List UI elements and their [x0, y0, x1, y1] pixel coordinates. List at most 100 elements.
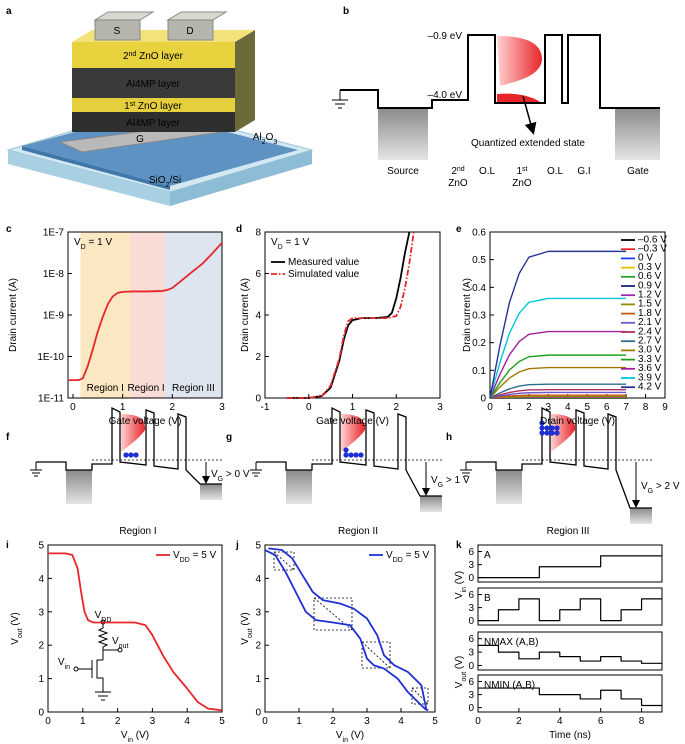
plot-frame: [477, 631, 663, 671]
band-diagram: [332, 34, 660, 160]
x-tick-label: 3: [364, 716, 370, 727]
legend-label: VDD = 5 V: [386, 550, 430, 564]
y-axis-label: Drain current (A): [8, 278, 19, 352]
y-tick-label: 3: [468, 690, 474, 701]
panel-label: b: [343, 6, 349, 17]
legend-label-part: V: [386, 550, 393, 561]
y-axis-label: Vout (V): [240, 612, 254, 645]
series-line: [489, 383, 627, 399]
layer-al4mp-bottom: [72, 112, 235, 132]
dielectric-label-part: O: [266, 132, 274, 143]
x-tick-label: 4: [398, 716, 404, 727]
annotation-arrow: [522, 95, 537, 135]
quantized-state: [341, 414, 366, 452]
bias-label-part: G: [218, 476, 223, 483]
x-tick-label: 3: [437, 402, 443, 413]
panel-label: a: [6, 6, 12, 17]
dielectric-label: Al2O3: [253, 132, 278, 146]
x-tick-label: 2: [115, 716, 121, 727]
legend-label: 3.0 V: [638, 345, 662, 356]
series-line: [489, 394, 627, 399]
y-tick-label: 3: [468, 648, 474, 659]
legend-label-part: DD: [180, 557, 190, 564]
y-tick-label: 0.2: [472, 338, 486, 349]
y-tick-label: 1E-9: [43, 311, 65, 322]
legend-label: 3.6 V: [638, 363, 662, 374]
legend-label: –0.3 V: [638, 243, 667, 254]
panel-label: g: [226, 432, 232, 443]
layer-label: 1st ZnO layer: [124, 101, 182, 113]
region-name: G.I: [577, 166, 590, 177]
annotation: Quantized extended state: [471, 138, 585, 149]
energy-level: –0.9 eV: [428, 31, 463, 42]
region-name-part: 1: [516, 166, 522, 177]
annotation: VD = 1 V: [271, 237, 309, 251]
layer-label-part: st: [130, 101, 136, 108]
y-tick-label: 3: [38, 607, 44, 618]
device-illustration: [6, 11, 314, 206]
legend-label: 2.7 V: [638, 335, 662, 346]
region-name: O.L: [479, 166, 496, 177]
layer-label-part: ZnO layer: [135, 101, 182, 112]
layer-zno-1: [72, 98, 235, 112]
electron: [544, 425, 550, 431]
quantized-state: [551, 414, 576, 452]
bias-label-part: G: [438, 482, 443, 489]
y-axis-label-part: out: [247, 628, 254, 638]
y-axis-label-part: out: [17, 628, 24, 638]
x-tick-label: 2: [393, 402, 399, 413]
y-tick-label: 0.5: [472, 255, 486, 266]
annotation: NMAX (A,B): [484, 637, 538, 648]
x-tick-label: 9: [662, 402, 668, 413]
dielectric-label-part: 3: [273, 139, 277, 146]
guide-box: [361, 641, 391, 669]
x-tick-label: 0: [262, 716, 268, 727]
bias-label-part: G: [648, 488, 653, 495]
layer-al4mp-top: [72, 68, 235, 98]
y-axis-label: Vout (V): [454, 656, 468, 689]
electron: [133, 452, 139, 458]
y-axis-label-part: (V): [10, 612, 21, 628]
band-edge: [256, 406, 442, 497]
region-label: Region I: [87, 383, 124, 394]
y-tick-label: 8: [255, 228, 261, 239]
y-tick-label: 6: [255, 269, 261, 280]
y-axis-label-part: (V): [454, 656, 465, 672]
electron: [123, 452, 129, 458]
source-electrode-top: [93, 11, 155, 21]
y-tick-label: 0: [468, 661, 474, 672]
electron: [544, 430, 550, 436]
x-tick-label: 2: [516, 716, 522, 727]
quantized-state: [497, 36, 542, 86]
series-line: [489, 354, 627, 399]
y-tick-label: 0.3: [472, 311, 486, 322]
ground-symbol: [30, 462, 42, 477]
series-line: [478, 687, 662, 707]
y-tick-label: 6: [468, 547, 474, 558]
x-tick-label: 5: [432, 716, 438, 727]
substrate-label-part: 2: [166, 182, 170, 189]
electron: [353, 452, 359, 458]
legend-label: 2.1 V: [638, 317, 662, 328]
circuit-label-part: in: [65, 664, 71, 671]
source-block: [66, 470, 92, 504]
y-tick-label: 6: [468, 590, 474, 601]
ground-symbol: [250, 462, 262, 477]
x-tick-label: 6: [598, 716, 604, 727]
bias-label-part: > 2 V: [653, 481, 680, 492]
y-tick-label: 5: [255, 541, 261, 552]
legend-label: 0.3 V: [638, 262, 662, 273]
panel-label: c: [6, 224, 12, 235]
bias-label-part: V: [641, 481, 648, 492]
legend-label: 0.9 V: [638, 280, 662, 291]
electron: [539, 430, 545, 436]
circuit-label-part: DD: [101, 617, 111, 624]
series-line: [264, 549, 429, 712]
annotation-part: D: [81, 244, 86, 251]
region-name: Source: [387, 166, 419, 177]
x-tick-label: 5: [219, 716, 225, 727]
ground-symbol: [332, 90, 348, 109]
legend-label-part: V: [173, 550, 180, 561]
band-edge: [466, 406, 652, 509]
x-tick-label: 1: [350, 402, 356, 413]
